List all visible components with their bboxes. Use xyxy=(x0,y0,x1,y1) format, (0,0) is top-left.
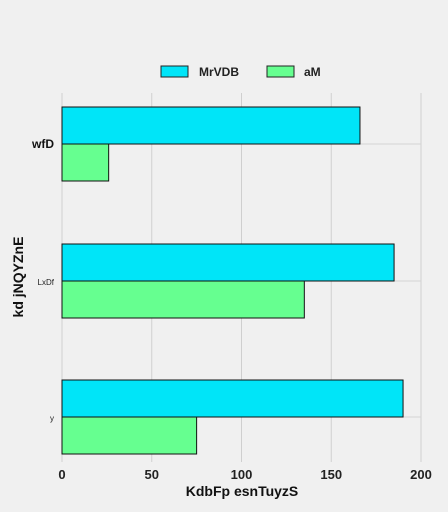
x-axis-title: KdbFp esnTuyzS xyxy=(186,483,299,499)
x-tick-label-0: 0 xyxy=(58,467,65,482)
legend: MrVDB aM xyxy=(160,65,321,79)
legend-swatch-series-2 xyxy=(266,65,295,78)
bar-wfD-aM xyxy=(61,143,110,182)
bar-LxDf-aM xyxy=(61,280,305,319)
legend-swatch-series-1 xyxy=(160,65,189,78)
bar-y-aM xyxy=(61,416,198,455)
y-category-label-0: wfD xyxy=(31,137,54,151)
x-tick-label-4: 200 xyxy=(410,467,432,482)
category-labels: wfD LxDf y xyxy=(31,137,55,423)
legend-label-series-1: MrVDB xyxy=(199,65,239,79)
legend-label-series-2: aM xyxy=(304,65,321,79)
bar-wfD-MrVDB xyxy=(61,106,361,145)
bars xyxy=(61,106,404,455)
x-tick-labels: 0 50 100 150 200 xyxy=(58,467,431,482)
bar-LxDf-MrVDB xyxy=(61,243,395,282)
x-tick-label-2: 100 xyxy=(231,467,253,482)
x-tick-label-3: 150 xyxy=(320,467,342,482)
bar-y-MrVDB xyxy=(61,379,404,418)
y-category-label-1: LxDf xyxy=(38,278,55,287)
y-axis-title: kd jNQYZnE xyxy=(10,237,26,318)
x-tick-label-1: 50 xyxy=(145,467,159,482)
y-category-label-2: y xyxy=(50,414,54,423)
